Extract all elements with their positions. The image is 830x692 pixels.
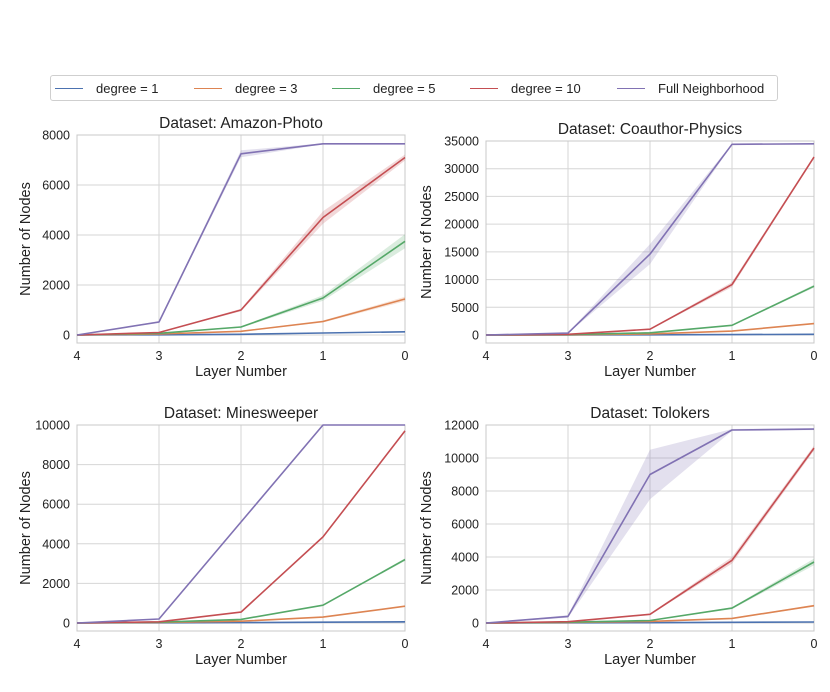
y-tick-label: 2000 [42,577,70,591]
x-axis-label: Layer Number [604,364,696,380]
y-tick-label: 4000 [451,551,479,565]
legend-swatch-full-neighborhood [617,87,645,89]
y-tick-label: 2000 [42,279,70,293]
y-tick-label: 10000 [444,273,479,287]
axes-frame [485,140,815,344]
x-tick-label: 0 [402,637,409,651]
y-tick-label: 6000 [451,518,479,532]
y-axis-label: Number of Nodes [419,185,435,299]
legend-label-degree-5: degree = 5 [373,80,436,96]
legend-swatch-degree-1 [55,87,83,89]
legend-item-degree-5: degree = 5 [332,76,436,100]
x-tick-label: 2 [647,637,654,651]
y-tick-label: 6000 [42,179,70,193]
y-tick-label: 25000 [444,190,479,204]
axes-frame [76,134,406,344]
x-axis-label: Layer Number [195,364,287,380]
x-tick-label: 1 [729,637,736,651]
y-tick-label: 15000 [444,245,479,259]
axes-frame [76,424,406,632]
x-tick-label: 0 [811,349,818,363]
legend-label-degree-1: degree = 1 [96,80,159,96]
x-tick-label: 1 [320,637,327,651]
chart-title-amazon-photo: Dataset: Amazon-Photo [159,115,323,132]
chart-title-tolokers: Dataset: Tolokers [590,405,710,422]
x-tick-label: 4 [483,349,490,363]
series-line-full-neighborhood [76,143,405,336]
x-tick-label: 3 [156,637,163,651]
x-axis-label: Layer Number [195,652,287,668]
y-tick-label: 8000 [42,129,70,143]
legend-item-degree-10: degree = 10 [470,76,581,100]
x-tick-label: 4 [74,349,81,363]
band-degree-5 [77,234,405,335]
axes-frame [485,424,815,632]
legend-item-full-neighborhood: Full Neighborhood [617,76,764,100]
legend-swatch-degree-3 [194,87,222,89]
y-tick-label: 5000 [451,301,479,315]
y-tick-label: 12000 [444,419,479,433]
legend-swatch-degree-5 [332,87,360,89]
y-axis-label: Number of Nodes [18,182,34,296]
y-tick-label: 2000 [451,584,479,598]
x-tick-label: 3 [565,349,572,363]
legend-swatch-degree-10 [470,87,498,89]
y-tick-label: 10000 [444,452,479,466]
x-tick-label: 1 [320,349,327,363]
series-line-full-neighborhood [485,143,815,336]
x-tick-label: 2 [238,349,245,363]
y-axis-label: Number of Nodes [419,471,435,585]
y-tick-label: 0 [472,329,479,343]
y-tick-label: 6000 [42,498,70,512]
band-degree-3 [77,296,405,335]
x-tick-label: 3 [156,349,163,363]
series-line-degree-10 [485,447,815,624]
x-tick-label: 0 [811,637,818,651]
legend-item-degree-3: degree = 3 [194,76,298,100]
x-tick-label: 4 [74,637,81,651]
legend-label-degree-10: degree = 10 [511,80,581,96]
x-tick-label: 3 [565,637,572,651]
chart-title-minesweeper: Dataset: Minesweeper [164,405,318,422]
series-line-degree-10 [76,430,406,624]
y-tick-label: 4000 [42,229,70,243]
x-tick-label: 2 [647,349,654,363]
y-tick-label: 10000 [35,419,70,433]
y-tick-label: 30000 [444,162,479,176]
legend: degree = 1 degree = 3 degree = 5 degree … [50,75,778,101]
y-tick-label: 20000 [444,218,479,232]
x-tick-label: 2 [238,637,245,651]
band-full-neighborhood [486,428,814,623]
y-tick-label: 35000 [444,135,479,149]
chart-title-coauthor-physics: Dataset: Coauthor-Physics [558,121,743,138]
x-tick-label: 0 [402,349,409,363]
legend-label-degree-3: degree = 3 [235,80,298,96]
x-axis-label: Layer Number [604,652,696,668]
y-tick-label: 4000 [42,537,70,551]
y-tick-label: 0 [63,329,70,343]
x-tick-label: 1 [729,349,736,363]
y-tick-label: 0 [472,617,479,631]
series-line-full-neighborhood [76,424,405,624]
legend-item-degree-1: degree = 1 [55,76,159,100]
legend-label-full-neighborhood: Full Neighborhood [658,80,765,96]
y-tick-label: 0 [63,617,70,631]
y-axis-label: Number of Nodes [18,471,34,585]
y-tick-label: 8000 [451,485,479,499]
y-tick-label: 8000 [42,458,70,472]
x-tick-label: 4 [483,637,490,651]
